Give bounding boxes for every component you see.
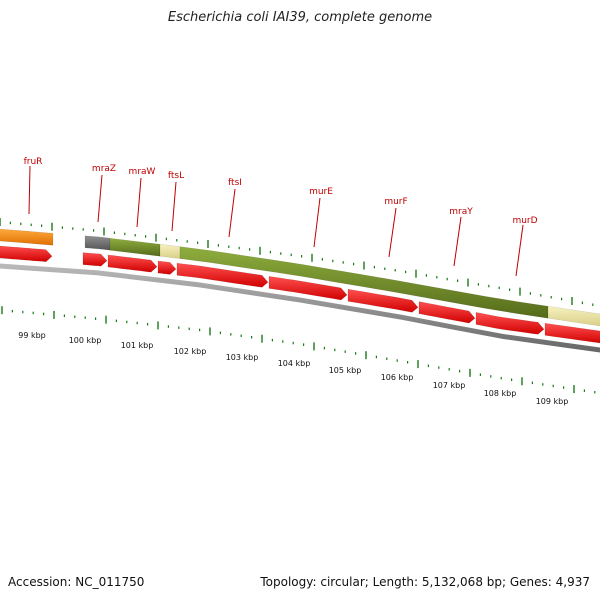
gene-marker-fruR[interactable]: fruR (24, 157, 43, 215)
ruler-label-103: 103 kbp (226, 353, 259, 362)
cds-arrow[interactable] (0, 245, 53, 262)
cds-arrow[interactable] (157, 260, 177, 275)
cds-arrow[interactable] (347, 288, 419, 313)
gene-labels: fruR mraZ mraW ftsL ftsI murE murF mraY (24, 157, 538, 277)
cds-track (0, 245, 600, 344)
gene-marker-ftsL[interactable]: ftsL (168, 171, 184, 232)
genome-summary-text: Topology: circular; Length: 5,132,068 bp… (260, 575, 590, 589)
gene-marker-mraW[interactable]: mraW (129, 167, 156, 228)
gene-label-mraY: mraY (449, 207, 473, 217)
ruler-label-102: 102 kbp (174, 347, 207, 356)
operon-segment-yellow[interactable] (159, 243, 181, 259)
operon-track (0, 228, 600, 327)
genome-title: Escherichia coli IAI39, complete genome (167, 10, 433, 25)
ruler-label-99: 99 kbp (18, 331, 46, 340)
gene-marker-murF[interactable]: murF (384, 197, 408, 258)
gene-label-ftsL: ftsL (168, 171, 184, 181)
operon-segment-orange[interactable] (0, 228, 54, 246)
gene-marker-mraZ[interactable]: mraZ (92, 164, 116, 223)
gene-label-fruR: fruR (24, 157, 43, 167)
gene-label-ftsI: ftsI (228, 178, 242, 188)
gene-marker-ftsI[interactable]: ftsI (228, 178, 242, 238)
operon-segment-green[interactable] (109, 237, 161, 257)
cds-arrow[interactable] (418, 301, 476, 324)
ruler-label-106: 106 kbp (381, 373, 414, 382)
accession-text: Accession: NC_011750 (8, 575, 145, 589)
backbone-band (0, 263, 600, 353)
ruler-label-108: 108 kbp (484, 389, 517, 398)
gene-label-murF: murF (384, 197, 407, 207)
ruler-labels: 99 kbp 100 kbp 101 kbp 102 kbp 103 kbp 1… (18, 331, 568, 406)
ruler-label-105: 105 kbp (329, 366, 362, 375)
operon-segment-yellow[interactable] (547, 305, 600, 327)
ruler-tick-track (1, 306, 596, 394)
cds-arrow[interactable] (268, 276, 348, 301)
ruler-label-109: 109 kbp (536, 397, 569, 406)
gene-marker-murD[interactable]: murD (512, 216, 538, 277)
ruler-label-101: 101 kbp (121, 341, 154, 350)
ruler-label-104: 104 kbp (278, 359, 311, 368)
cds-arrow[interactable] (176, 262, 269, 288)
operon-segment-gray[interactable] (84, 235, 111, 251)
gene-marker-murE[interactable]: murE (309, 187, 333, 248)
ruler-label-107: 107 kbp (433, 381, 466, 390)
cds-arrow[interactable] (107, 254, 158, 273)
gene-label-murD: murD (512, 216, 537, 226)
ruler-label-100: 100 kbp (69, 336, 102, 345)
upper-tick-track (0, 218, 594, 306)
gene-label-mraZ: mraZ (92, 164, 116, 174)
gene-label-murE: murE (309, 187, 333, 197)
cds-arrow[interactable] (475, 312, 545, 335)
cds-arrow[interactable] (82, 252, 108, 267)
genome-backbone (0, 263, 600, 353)
gene-marker-mraY[interactable]: mraY (449, 207, 473, 267)
gene-label-mraW: mraW (129, 167, 156, 177)
cds-arrow[interactable] (544, 323, 600, 344)
